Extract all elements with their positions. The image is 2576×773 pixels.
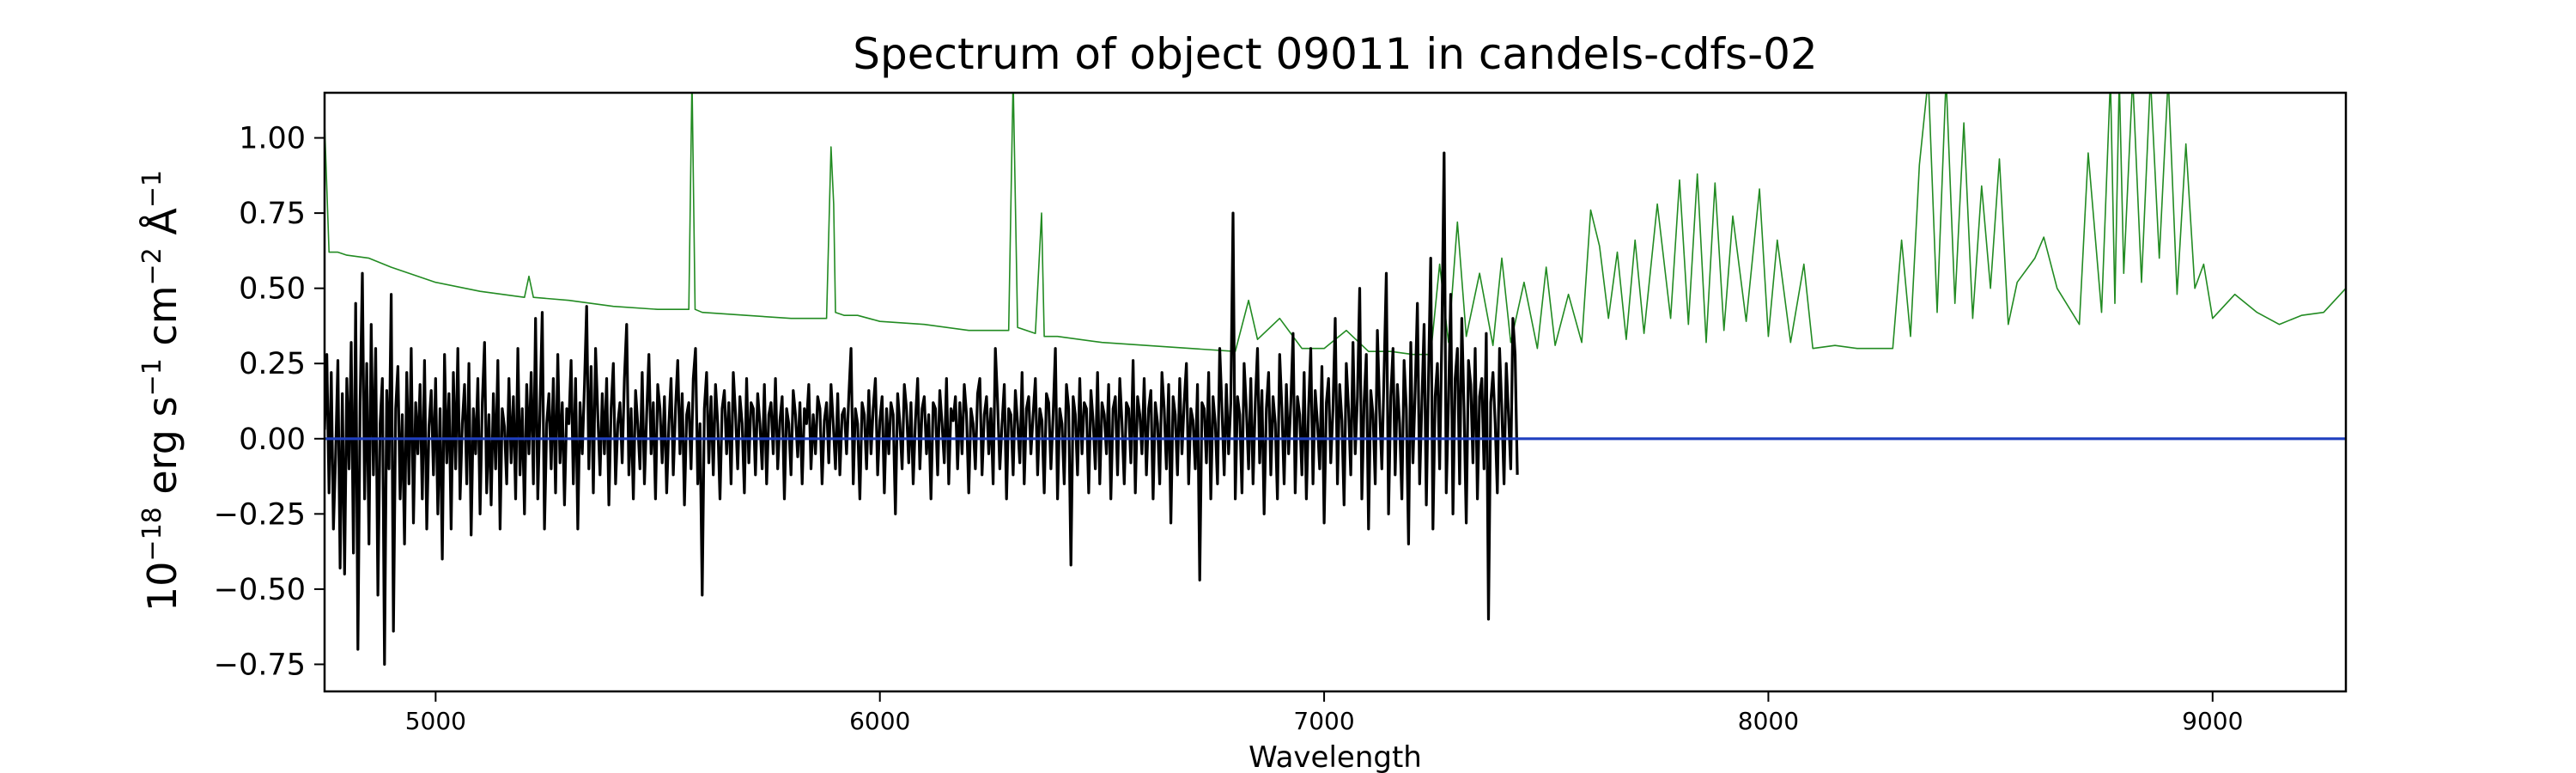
y-tick-label: 0.00	[239, 423, 306, 457]
y-axis-label-t1: erg s	[139, 396, 185, 507]
x-tick-label: 5000	[405, 707, 466, 735]
x-tick-label: 8000	[1738, 707, 1799, 735]
y-tick-label: −0.25	[214, 497, 306, 532]
y-axis-label-t3: Å	[139, 208, 185, 248]
x-tick-label: 6000	[849, 707, 910, 735]
y-axis-label-base: 10	[139, 562, 185, 612]
y-tick-label: 0.75	[239, 197, 306, 231]
y-tick-label: −0.50	[214, 573, 306, 607]
series-line-error	[325, 93, 2346, 356]
svg-text:10−18 erg s−1 cm−2 Å−1: 10−18 erg s−1 cm−2 Å−1	[137, 170, 185, 612]
x-tick-label: 7000	[1293, 707, 1354, 735]
y-tick-label: −0.75	[214, 648, 306, 682]
y-tick-label: 0.50	[239, 272, 306, 307]
chart-title: Spectrum of object 09011 in candels-cdfs…	[853, 29, 1818, 79]
y-axis-label-t2: cm	[139, 285, 185, 358]
series-line-flux	[325, 151, 1519, 666]
y-axis-label-exp1: −18	[137, 507, 167, 561]
x-tick-label: 9000	[2182, 707, 2243, 735]
x-axis-label: Wavelength	[1249, 740, 1422, 773]
y-axis-label-exp4: −1	[137, 170, 167, 208]
y-axis-label-exp3: −2	[137, 247, 167, 285]
plot-frame	[323, 91, 2348, 693]
y-axis-label: 10−18 erg s−1 cm−2 Å−1	[137, 170, 185, 612]
y-axis-label-exp2: −1	[137, 358, 167, 396]
y-tick-label: 1.00	[239, 122, 306, 156]
y-tick-label: 0.25	[239, 347, 306, 381]
